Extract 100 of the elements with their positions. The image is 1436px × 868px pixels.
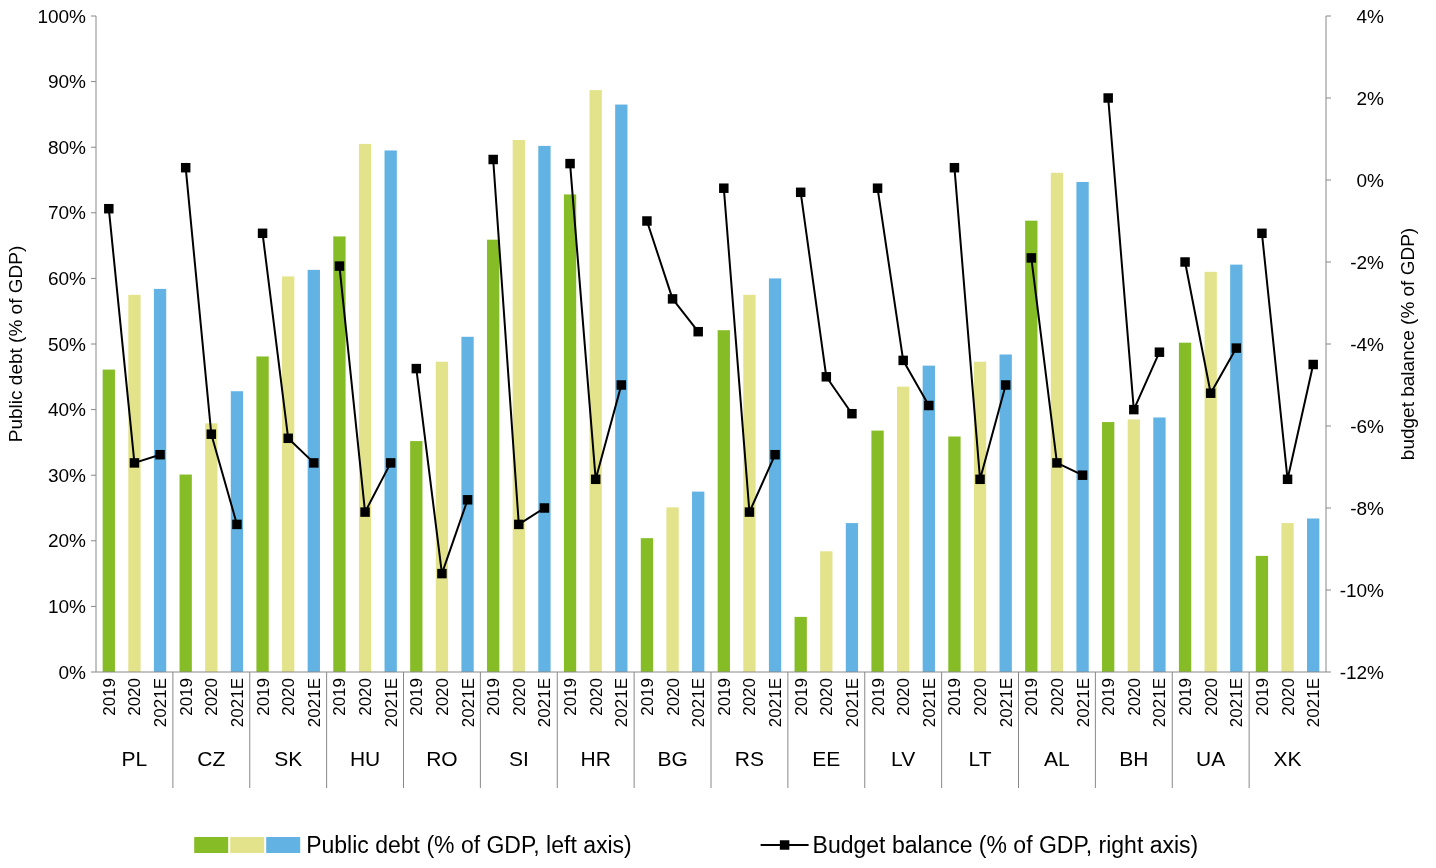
point — [770, 449, 780, 460]
bar — [871, 430, 884, 672]
bar — [128, 294, 141, 672]
text: AL — [1044, 747, 1070, 770]
x-tick-label: 2019 — [176, 678, 196, 716]
bar — [922, 365, 935, 672]
bar — [1307, 518, 1320, 672]
x-tick-label: 2019 — [1099, 678, 1119, 716]
x-tick-label: 2019 — [1022, 678, 1042, 716]
text: BG — [657, 747, 688, 770]
x-tick-label: 2021E — [1304, 678, 1324, 728]
bar — [1153, 417, 1166, 672]
bar — [717, 330, 730, 672]
y-tick-label: 100% — [37, 5, 87, 27]
bar — [1230, 264, 1243, 672]
bar — [384, 150, 397, 672]
text: RO — [426, 747, 458, 770]
x-tick-label: 2020 — [817, 678, 837, 716]
x-tick-label: 2021E — [919, 678, 939, 728]
text: BH — [1119, 747, 1149, 770]
bar — [1050, 172, 1064, 672]
x-tick-label: 2019 — [714, 678, 734, 716]
y2-tick-label: 4% — [1356, 5, 1385, 27]
x-tick-label: 2021E — [535, 678, 555, 728]
point — [129, 458, 140, 468]
x-tick-label: 2021E — [151, 678, 171, 728]
x-tick-label: 2020 — [1047, 678, 1067, 716]
y2-tick-label: -6% — [1350, 415, 1385, 437]
bar — [1204, 271, 1217, 672]
point — [283, 433, 293, 444]
text: CZ — [197, 747, 226, 770]
bar — [563, 194, 577, 672]
x-tick-label: 2021E — [381, 678, 401, 728]
x-tick-label: 2019 — [253, 678, 273, 716]
point — [309, 458, 319, 468]
x-tick-label: 2020 — [509, 678, 529, 716]
text: SK — [274, 747, 303, 770]
bar — [1102, 422, 1115, 672]
bar — [1025, 220, 1038, 672]
point — [411, 363, 422, 374]
legend-label: Budget balance (% of GDP, right axis) — [812, 832, 1199, 858]
y2-tick-label: -10% — [1339, 579, 1385, 601]
bar — [205, 423, 218, 672]
x-tick-label: 2020 — [1124, 678, 1144, 716]
x-tick-label: 2020 — [279, 678, 299, 716]
x-tick-label: 2019 — [868, 678, 888, 716]
bar — [1127, 419, 1140, 672]
bar — [256, 356, 269, 672]
x-tick-label: 2020 — [894, 678, 914, 716]
point — [206, 429, 217, 439]
x-tick-label: 2019 — [791, 678, 811, 716]
x-tick-label: 2020 — [202, 678, 222, 716]
bar — [589, 90, 602, 672]
point — [667, 294, 678, 304]
point — [975, 474, 985, 485]
point — [1052, 458, 1062, 468]
bar — [307, 269, 320, 672]
y2-tick-label: 0% — [1356, 169, 1385, 191]
point — [1282, 474, 1293, 485]
x-tick-label: 2021E — [612, 678, 632, 728]
y2-tick-label: -4% — [1350, 333, 1385, 355]
x-tick-label: 2019 — [1252, 678, 1272, 716]
bar — [179, 474, 192, 672]
bar — [102, 369, 115, 672]
point — [693, 326, 703, 337]
bar — [1255, 555, 1269, 672]
point — [437, 568, 447, 579]
bar — [948, 436, 961, 672]
y-tick-label: 40% — [47, 399, 87, 421]
point — [719, 183, 729, 193]
x-tick-label: 2021E — [1073, 678, 1093, 728]
bar — [461, 336, 474, 672]
point — [104, 203, 114, 214]
bar — [1178, 342, 1192, 672]
y2-tick-label: -12% — [1339, 661, 1385, 683]
bar — [743, 294, 756, 672]
bar — [973, 361, 987, 672]
point — [334, 261, 345, 271]
text: RS — [734, 747, 765, 770]
x-tick-label: 2019 — [330, 678, 350, 716]
bar — [845, 523, 859, 672]
bar — [794, 616, 807, 672]
point — [1103, 93, 1113, 103]
point — [616, 380, 627, 390]
bar — [666, 507, 679, 672]
text: LT — [968, 747, 992, 770]
point — [744, 507, 755, 517]
bar — [897, 386, 910, 672]
x-tick-label: 2019 — [99, 678, 119, 716]
x-tick-label: 2020 — [740, 678, 760, 716]
point — [872, 183, 883, 193]
point — [949, 162, 960, 173]
bar — [333, 236, 346, 672]
point — [1026, 253, 1037, 263]
point — [360, 507, 370, 517]
legend-label: Public debt (% of GDP, left axis) — [306, 832, 632, 858]
x-tick-label: 2021E — [304, 678, 324, 728]
x-tick-label: 2020 — [1201, 678, 1221, 716]
text: UA — [1196, 747, 1226, 770]
x-tick-label: 2020 — [971, 678, 991, 716]
